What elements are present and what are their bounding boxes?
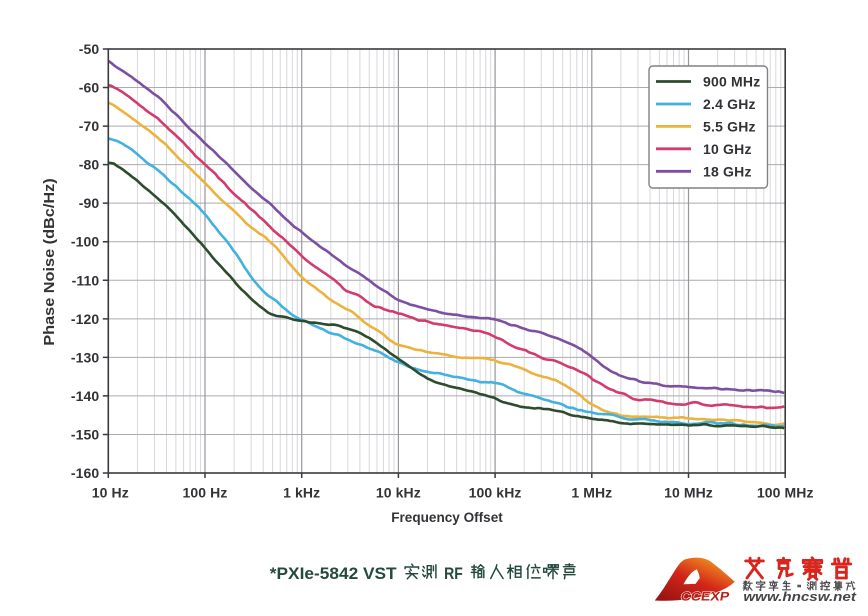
svg-text:100 MHz: 100 MHz xyxy=(757,485,814,501)
svg-text:Phase Noise (dBc/Hz): Phase Noise (dBc/Hz) xyxy=(42,178,58,346)
svg-text:*PXIe-5842 VST: *PXIe-5842 VST xyxy=(270,565,397,583)
svg-text:5.5 GHz: 5.5 GHz xyxy=(703,118,756,134)
svg-text:-130: -130 xyxy=(71,349,100,365)
svg-text:-140: -140 xyxy=(71,388,100,404)
svg-text:RF: RF xyxy=(444,565,463,583)
svg-text:-50: -50 xyxy=(79,41,100,57)
svg-text:10 Hz: 10 Hz xyxy=(92,485,129,501)
svg-text:18 GHz: 18 GHz xyxy=(703,163,752,179)
svg-text:1 MHz: 1 MHz xyxy=(571,485,612,501)
svg-text:10 MHz: 10 MHz xyxy=(664,485,713,501)
svg-text:2.4 GHz: 2.4 GHz xyxy=(703,96,756,112)
svg-text:100 kHz: 100 kHz xyxy=(469,485,522,501)
svg-text:-60: -60 xyxy=(79,80,100,96)
svg-text:100 Hz: 100 Hz xyxy=(183,485,228,501)
svg-text:-100: -100 xyxy=(71,234,100,250)
svg-text:-150: -150 xyxy=(71,426,100,442)
svg-text:-90: -90 xyxy=(79,195,100,211)
svg-text:Frequency Offset: Frequency Offset xyxy=(391,509,503,525)
svg-text:CCEXP: CCEXP xyxy=(680,590,731,604)
svg-text:900 MHz: 900 MHz xyxy=(703,74,760,90)
svg-text:www.hncsw.net: www.hncsw.net xyxy=(743,590,857,604)
svg-text:-110: -110 xyxy=(72,272,100,288)
svg-text:1 kHz: 1 kHz xyxy=(283,485,320,501)
svg-text:10 GHz: 10 GHz xyxy=(703,141,752,157)
svg-text:-120: -120 xyxy=(71,311,100,327)
svg-text:-70: -70 xyxy=(79,118,100,134)
svg-text:-80: -80 xyxy=(79,157,100,173)
svg-text:10 kHz: 10 kHz xyxy=(376,485,421,501)
svg-text:-160: -160 xyxy=(71,465,100,481)
